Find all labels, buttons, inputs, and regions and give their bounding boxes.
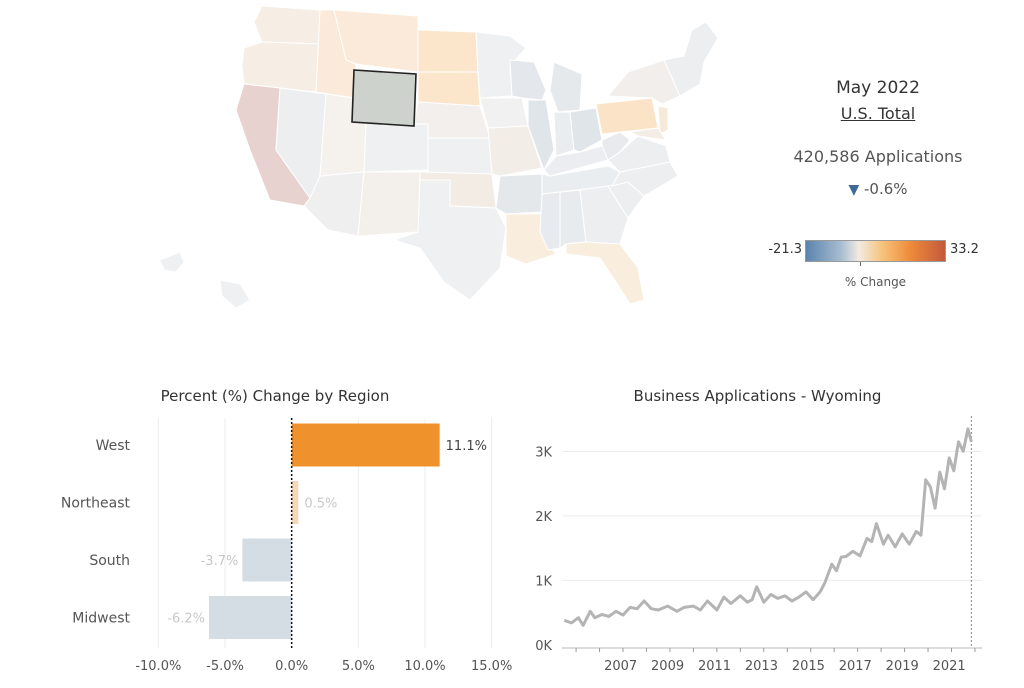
summary-place-link[interactable]: U.S. Total (840, 104, 916, 123)
bar-x-tick-label: 5.0% (342, 659, 375, 674)
state-new-jersey[interactable] (657, 105, 669, 135)
bar-value-label: -6.2% (167, 612, 205, 627)
legend-max: 33.2 (950, 242, 979, 257)
bar-x-tick-label: 0.0% (275, 659, 308, 674)
bar-x-tick-label: -5.0% (206, 659, 244, 674)
state-arkansas[interactable] (495, 173, 543, 215)
bar-category-label: West (96, 438, 131, 454)
bar-x-tick-label: 10.0% (404, 659, 445, 674)
state-hawaii[interactable] (219, 279, 251, 309)
line-series-wyoming (563, 427, 973, 627)
line-y-tick-label: 0K (535, 639, 552, 654)
legend-zero-tick (860, 262, 861, 266)
bar (291, 423, 440, 467)
bar-chart-title: Percent (%) Change by Region (160, 387, 390, 405)
down-triangle-icon: ▼ (848, 182, 860, 198)
bar (242, 538, 292, 582)
state-ohio[interactable] (569, 107, 603, 153)
state-montana[interactable] (333, 9, 419, 73)
region-bar-chart: -10.0% -5.0% 0.0% 5.0% 10.0% 15.0% West 11.1% No… (61, 418, 512, 674)
line-x-tick-label: 2017 (839, 659, 872, 674)
line-x-tick-label: 2021 (933, 659, 966, 674)
line-chart-title: Business Applications - Wyoming (633, 387, 882, 405)
legend-min: -21.3 (768, 242, 802, 257)
line-y-tick-label: 1K (535, 574, 552, 589)
bar (291, 481, 299, 524)
state-alaska[interactable] (159, 251, 185, 273)
bar-value-label: 11.1% (446, 439, 487, 454)
color-legend: -21.3 33.2 % Change (760, 238, 996, 298)
state-illinois[interactable] (527, 99, 555, 172)
bar-value-label: -3.7% (201, 554, 239, 569)
line-x-tick-label: 2007 (604, 659, 637, 674)
state-new-mexico[interactable] (357, 171, 421, 237)
bar-category-label: Northeast (61, 496, 131, 512)
bar-category-label: Midwest (72, 611, 130, 627)
state-wyoming-selected[interactable] (351, 69, 417, 127)
us-map (159, 5, 719, 309)
state-florida[interactable] (565, 241, 645, 305)
state-iowa[interactable] (479, 97, 529, 129)
summary-change-value: -0.6% (864, 180, 908, 198)
line-x-tick-label: 2019 (886, 659, 919, 674)
state-texas[interactable] (392, 179, 507, 301)
line-x-tick-label: 2011 (698, 659, 731, 674)
state-michigan[interactable] (549, 61, 583, 113)
state-georgia[interactable] (579, 185, 629, 245)
state-new-england[interactable] (663, 21, 719, 97)
bar (209, 596, 292, 639)
line-y-tick-label: 2K (535, 510, 552, 525)
legend-gradient (805, 240, 946, 262)
summary-panel: May 2022 U.S. Total 420,586 Applications… (760, 78, 996, 198)
state-kansas[interactable] (427, 137, 493, 175)
summary-applications: 420,586 Applications (793, 147, 963, 166)
state-washington[interactable] (253, 5, 321, 45)
state-north-dakota[interactable] (417, 29, 479, 73)
state-wisconsin[interactable] (509, 59, 547, 101)
state-oregon[interactable] (241, 41, 321, 93)
line-y-tick-label: 3K (535, 445, 552, 460)
bar-x-tick-label: -10.0% (135, 659, 181, 674)
state-south-dakota[interactable] (417, 71, 481, 107)
line-x-tick-label: 2009 (651, 659, 684, 674)
bar-x-tick-label: 15.0% (471, 659, 512, 674)
wyoming-line-chart: 0K 1K 2K 3K 2007 2009 2011 2013 2015 2017 2019 2021 (535, 416, 982, 674)
summary-change: ▼ -0.6% (760, 180, 996, 198)
state-pennsylvania[interactable] (595, 97, 659, 135)
summary-date: May 2022 (836, 78, 920, 98)
state-colorado[interactable] (363, 121, 429, 173)
line-x-tick-label: 2015 (792, 659, 825, 674)
legend-title: % Change (844, 275, 907, 289)
bar-value-label: 0.5% (304, 497, 337, 512)
line-x-tick-label: 2013 (745, 659, 778, 674)
bar-category-label: South (89, 553, 130, 569)
state-maryland[interactable] (628, 127, 668, 141)
state-missouri[interactable] (487, 125, 543, 177)
